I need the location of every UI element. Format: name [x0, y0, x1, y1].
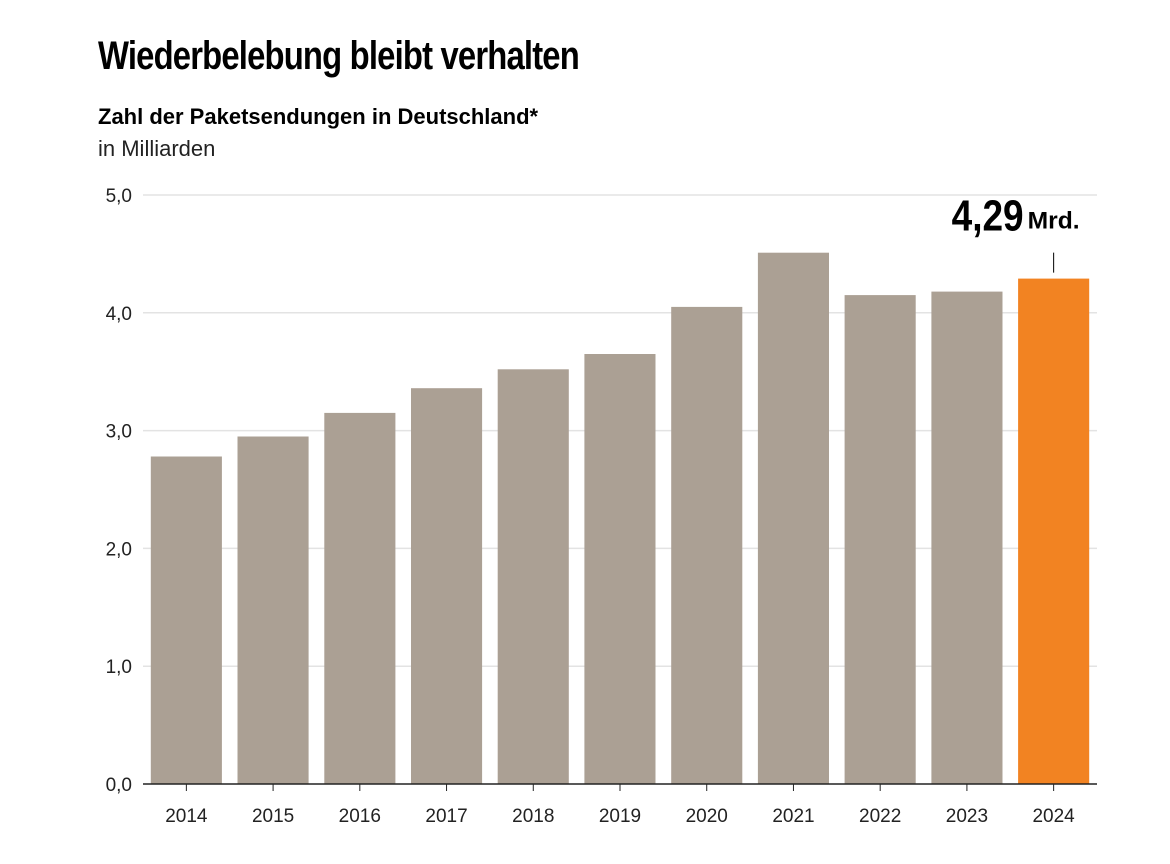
- unit-label: in Milliarden: [98, 136, 216, 161]
- bar-2018: [497, 369, 569, 784]
- x-tick-label: 2014: [165, 806, 208, 827]
- bar-2022: [844, 295, 916, 784]
- callout-value: 4,29: [952, 192, 1024, 241]
- x-tick-label: 2024: [1032, 806, 1075, 827]
- x-tick-label: 2023: [946, 806, 988, 827]
- y-tick-label: 4,0: [106, 304, 132, 325]
- callout-unit: Mrd.: [1028, 208, 1080, 235]
- chart-title: Wiederbelebung bleibt verhalten: [98, 34, 580, 78]
- bar-2020: [671, 306, 743, 784]
- x-tick-label: 2016: [339, 806, 381, 827]
- y-tick-label: 1,0: [106, 657, 132, 678]
- y-tick-label: 0,0: [106, 775, 132, 796]
- bar-2014: [150, 456, 222, 784]
- bars: [150, 252, 1090, 784]
- x-tick-label: 2022: [859, 806, 901, 827]
- x-tick-label: 2019: [599, 806, 641, 827]
- y-tick-label: 5,0: [106, 186, 132, 207]
- chart-subtitle: Zahl der Paketsendungen in Deutschland*: [98, 104, 539, 129]
- x-axis: [143, 783, 1097, 791]
- bar-2016: [324, 412, 396, 784]
- x-tick-label: 2017: [425, 806, 467, 827]
- bar-2019: [584, 354, 656, 784]
- bar-2024: [1018, 278, 1090, 784]
- y-tick-label: 2,0: [106, 539, 132, 560]
- x-tick-label: 2015: [252, 806, 294, 827]
- bar-2023: [931, 291, 1003, 784]
- bar-2017: [411, 388, 483, 784]
- value-callout: 4,29 Mrd.: [952, 192, 1080, 273]
- bar-2021: [757, 252, 829, 784]
- x-tick-label: 2020: [686, 806, 728, 827]
- x-tick-label: 2018: [512, 806, 554, 827]
- x-tick-label: 2021: [772, 806, 814, 827]
- bar-2015: [237, 436, 309, 784]
- y-tick-label: 3,0: [106, 422, 132, 443]
- y-axis-labels: 0,0 1,0 2,0 3,0 4,0 5,0: [106, 186, 132, 796]
- x-axis-labels: 2014 2015 2016 2017 2018 2019 2020 2021 2022 2023…: [165, 806, 1075, 827]
